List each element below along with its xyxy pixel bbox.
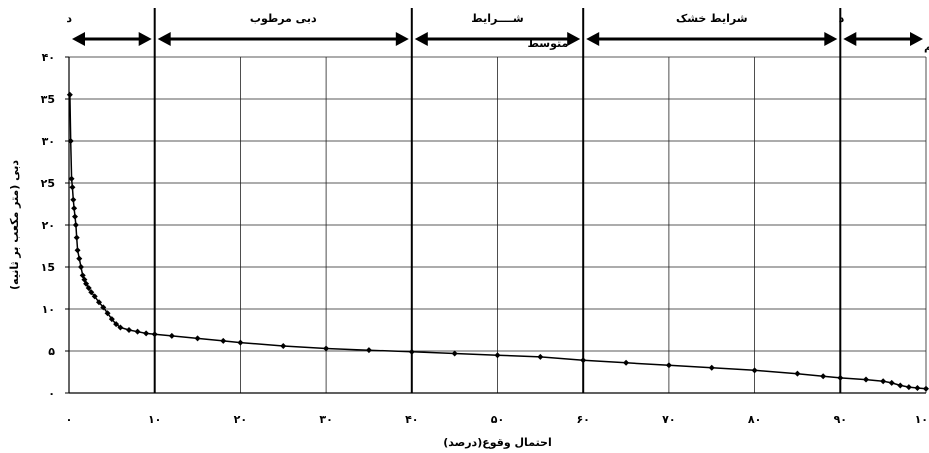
zone-arrowhead-right <box>824 32 838 46</box>
data-point <box>67 138 74 144</box>
y-axis-title: دبی (متر مکعب بر ثانیه) <box>8 160 21 290</box>
y-tick-label: ۴۰ <box>42 51 55 64</box>
data-point <box>408 348 415 355</box>
y-tick-label: ۳۰ <box>42 135 55 148</box>
data-point <box>88 289 95 296</box>
data-point <box>151 331 158 338</box>
zone-label-line2: متوسط <box>528 37 569 50</box>
zone-arrowhead-right <box>567 32 581 46</box>
y-tick-label: ۲5 <box>41 177 55 190</box>
data-point <box>71 213 78 220</box>
series-line <box>69 94 927 390</box>
zone-arrowhead-right <box>138 32 152 46</box>
data-point <box>68 175 75 182</box>
zone-arrowhead-left <box>157 32 171 46</box>
data-point <box>880 378 887 385</box>
zone-label: دبی مرطوب <box>250 12 317 25</box>
data-point <box>451 350 458 357</box>
x-tick-label: ۹۰ <box>834 413 847 426</box>
data-point <box>71 205 78 212</box>
data-point <box>73 234 80 241</box>
data-point <box>837 374 844 381</box>
data-point <box>83 280 90 287</box>
data-point <box>323 345 330 352</box>
data-point <box>194 335 201 342</box>
data-point <box>708 364 715 371</box>
y-tick-label: ۰ <box>48 387 55 400</box>
x-tick-label: ۶۰ <box>576 413 589 426</box>
x-tick-label: ۳۰ <box>319 413 332 426</box>
data-point <box>923 385 929 392</box>
data-point <box>117 324 124 331</box>
zone-arrowhead-left <box>72 32 85 46</box>
data-point <box>237 339 244 346</box>
data-point <box>143 330 150 337</box>
data-point <box>794 370 801 377</box>
data-point <box>85 285 92 291</box>
y-tick-label: ۵ <box>48 345 55 358</box>
axis-ticks: ۰ ۵ ۱۰ ۱5 ۲۰ ۲5 ۳۰ ۳5 ۴۰ ۰ ۱۰ ۲۰ ۳۰ ۴۰ ۵۰ ۶۰ ۷۰ ۸۰ ۹۰ ۱۰ <box>41 51 928 426</box>
data-point <box>104 310 111 317</box>
x-tick-label: ۰ <box>66 413 73 426</box>
data-point <box>280 342 287 349</box>
data-point <box>623 359 630 366</box>
x-tick-label: ۱۰ <box>148 413 161 426</box>
data-point <box>76 255 83 262</box>
zone-arrowhead-right <box>910 32 923 46</box>
data-point <box>220 337 227 344</box>
data-point <box>365 347 372 354</box>
x-axis-title: احتمال وقوع(درصد) <box>443 436 552 449</box>
data-point <box>751 367 758 374</box>
x-tick-label: ۸۰ <box>748 413 761 426</box>
zone-label: شــــرایط <box>471 12 523 25</box>
x-tick-label: ۷۰ <box>662 413 675 426</box>
data-point <box>66 91 73 98</box>
x-tick-label: ۴۰ <box>405 413 418 426</box>
data-point <box>888 379 895 386</box>
data-point <box>914 384 921 391</box>
y-tick-label: ۲۰ <box>42 219 55 232</box>
zone-label: شرایط خشک <box>676 12 748 25</box>
data-point <box>820 373 827 380</box>
x-tick-label: ۱۰ <box>915 413 928 426</box>
data-point <box>72 222 79 228</box>
data-point <box>77 264 84 270</box>
zone-label: د <box>839 12 845 25</box>
data-point <box>108 316 115 323</box>
x-tick-label: ۲۰ <box>234 413 247 426</box>
data-point <box>69 184 76 191</box>
zone-dividers: د دبی مرطوب شــــرایط متوسط شرایط خشک د ی کم <box>66 8 929 393</box>
data-point <box>95 299 102 306</box>
y-tick-label: ۳5 <box>41 93 55 106</box>
zone-label: د <box>66 12 72 25</box>
data-point <box>905 384 912 391</box>
x-tick-label: ۵۰ <box>491 413 504 426</box>
data-point <box>537 353 544 360</box>
data-point <box>168 332 175 339</box>
zone-arrowhead-left <box>414 32 428 46</box>
data-point <box>113 321 120 328</box>
zone-arrowhead-right <box>395 32 409 46</box>
data-point <box>70 196 77 203</box>
data-point <box>100 304 107 311</box>
data-point <box>91 293 98 300</box>
data-point <box>134 328 141 335</box>
zone-arrowhead-left <box>586 32 600 46</box>
series-flow-curve <box>66 91 929 392</box>
data-point <box>863 376 870 383</box>
data-point <box>125 327 132 333</box>
y-tick-label: ۱5 <box>41 261 55 274</box>
data-point <box>665 362 672 369</box>
data-point <box>897 382 904 389</box>
data-point <box>580 357 587 364</box>
y-tick-label: ۱۰ <box>42 303 55 316</box>
grid-lines <box>68 56 927 394</box>
data-point <box>494 352 501 359</box>
zone-arrowhead-left <box>843 32 857 46</box>
zone-label-line2: ی کم <box>924 40 929 53</box>
data-point <box>74 247 81 254</box>
